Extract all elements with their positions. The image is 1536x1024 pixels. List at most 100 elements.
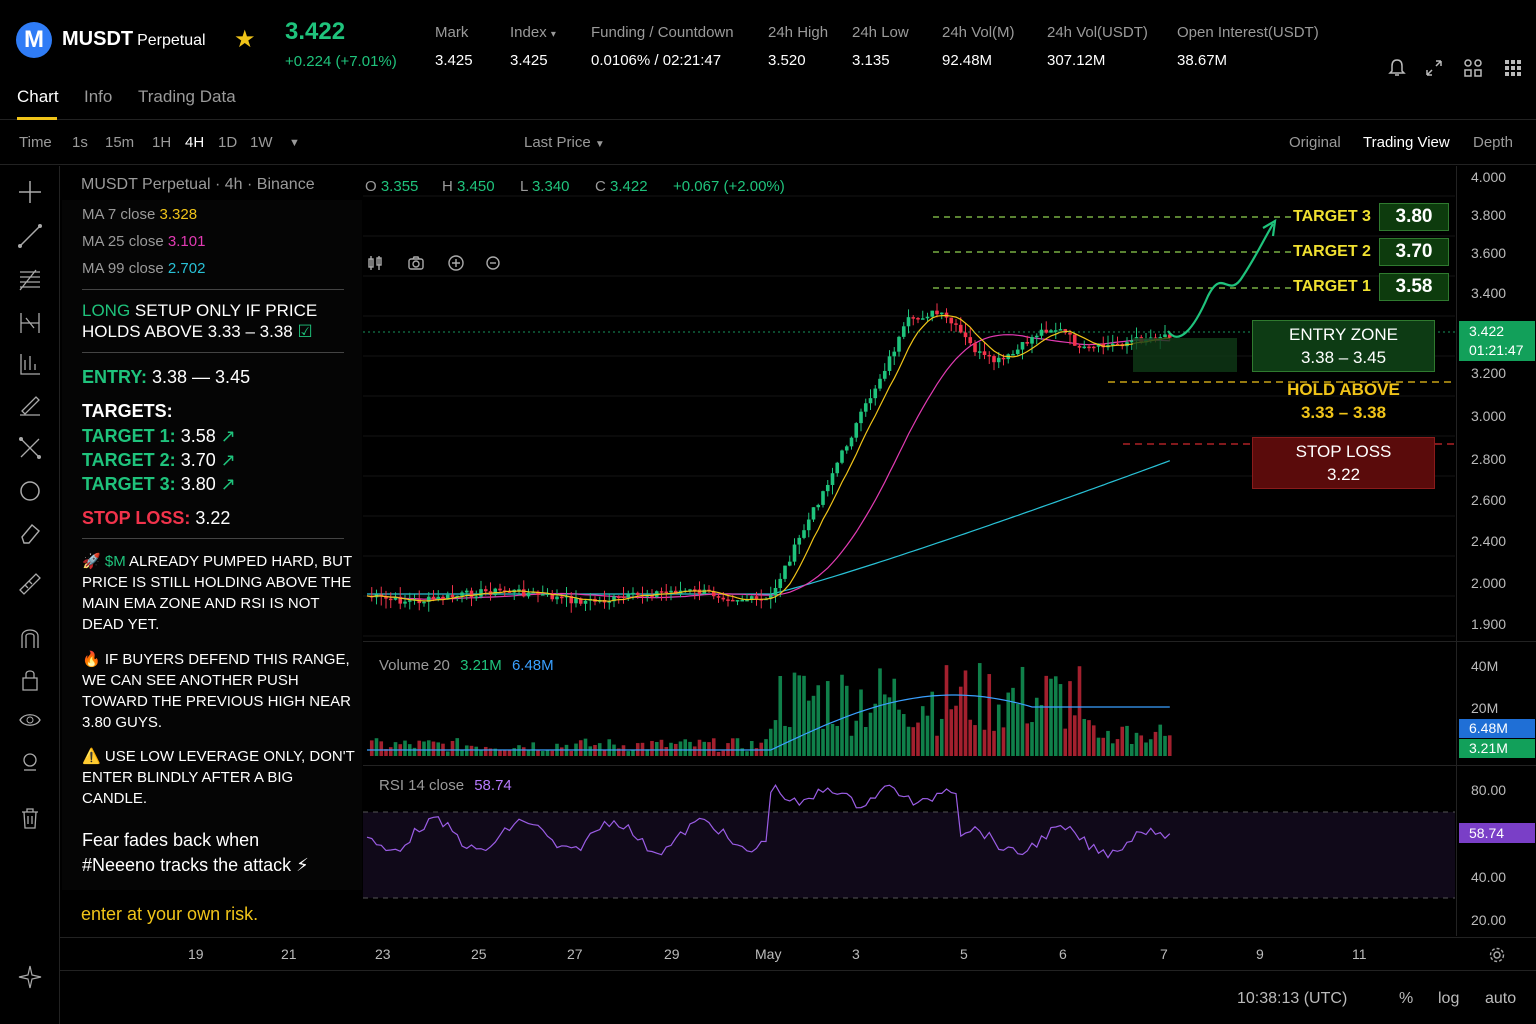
- interval-15m[interactable]: 15m: [105, 134, 135, 151]
- stat-label: Index ▾: [510, 24, 556, 41]
- drawing-toolbar: [0, 166, 60, 1024]
- pane-divider[interactable]: [363, 765, 1536, 766]
- interval-1s[interactable]: 1s: [72, 134, 88, 151]
- view-depth[interactable]: Depth: [1473, 134, 1514, 151]
- time-axis[interactable]: 19 21 23 25 27 29 May 3 5 6 7 9 11: [60, 937, 1536, 971]
- candle-body: [735, 600, 740, 602]
- camera-icon[interactable]: [407, 254, 425, 272]
- view-original[interactable]: Original: [1289, 134, 1341, 151]
- percent-scale-toggle[interactable]: %: [1399, 990, 1414, 1007]
- candle-body: [768, 595, 773, 599]
- tab-info[interactable]: Info: [84, 87, 113, 106]
- volume-bar: [626, 751, 631, 756]
- candle-body: [963, 332, 968, 338]
- divider: [82, 538, 344, 539]
- ruler-icon[interactable]: [16, 570, 44, 598]
- favorite-star-icon[interactable]: ★: [234, 26, 256, 53]
- visibility-icon[interactable]: [16, 748, 44, 776]
- prediction-icon[interactable]: [16, 350, 44, 378]
- volume-bar: [707, 742, 711, 756]
- eraser-icon[interactable]: [16, 519, 44, 547]
- interval-1d[interactable]: 1D: [218, 134, 238, 151]
- settings-gear-icon[interactable]: [1488, 946, 1506, 964]
- pattern-icon[interactable]: [16, 309, 44, 337]
- candles-icon[interactable]: [366, 254, 384, 272]
- note-text: ALREADY PUMPED HARD, BUT PRICE IS STILL …: [82, 553, 352, 633]
- tab-trading-data[interactable]: Trading Data: [138, 87, 236, 106]
- candle-body: [407, 600, 412, 602]
- view-trading-view[interactable]: Trading View: [1363, 134, 1450, 151]
- price-chart[interactable]: [363, 166, 1455, 936]
- interval-4h[interactable]: 4H: [185, 134, 205, 151]
- measure-icon[interactable]: [16, 434, 44, 462]
- volume-bar: [540, 751, 545, 756]
- axis-tick: 3.200: [1471, 365, 1507, 381]
- add-indicator-icon[interactable]: [447, 254, 465, 272]
- axis-tick: 2.600: [1471, 492, 1507, 508]
- rsi-marker: 58.74: [1459, 823, 1535, 843]
- candle-body: [821, 491, 825, 505]
- entry-zone-box: ENTRY ZONE 3.38 – 3.45: [1252, 320, 1435, 372]
- volume-bar: [1063, 728, 1068, 756]
- interval-1h[interactable]: 1H: [152, 134, 172, 151]
- symbol-name[interactable]: MUSDT Perpetual: [62, 28, 206, 51]
- lock-drawing-icon[interactable]: [16, 666, 44, 694]
- candle-body: [426, 596, 431, 602]
- circle-icon[interactable]: [16, 477, 44, 505]
- price-axis[interactable]: 4.000 3.800 3.600 3.400 3.200 3.000 2.80…: [1456, 166, 1536, 936]
- volume-bar: [992, 730, 996, 756]
- candle-body: [792, 544, 797, 562]
- magnet-icon[interactable]: [16, 624, 44, 652]
- utc-clock[interactable]: 10:38:13 (UTC): [1237, 990, 1348, 1007]
- volume-bar: [1034, 697, 1039, 756]
- trend-line-icon[interactable]: [16, 222, 44, 250]
- crosshair-icon[interactable]: [16, 178, 44, 206]
- candle-body: [469, 590, 474, 598]
- candle-body: [996, 357, 1001, 363]
- ohlc-open: O 3.355: [365, 178, 418, 195]
- candlesticks: [369, 303, 1172, 613]
- candle-body: [1087, 346, 1091, 349]
- fib-icon[interactable]: [16, 266, 44, 294]
- projection-path: [1167, 223, 1274, 338]
- trash-icon[interactable]: [16, 804, 44, 832]
- candle-body: [564, 595, 569, 598]
- candle-body: [692, 589, 697, 591]
- log-scale-toggle[interactable]: log: [1438, 990, 1460, 1007]
- volume-bar: [730, 738, 735, 756]
- hide-drawing-icon[interactable]: [16, 706, 44, 734]
- volume-bar: [982, 729, 987, 756]
- auto-scale-toggle[interactable]: auto: [1485, 990, 1517, 1007]
- brush-icon[interactable]: [16, 391, 44, 419]
- target-2-box: 3.70: [1379, 238, 1449, 266]
- stat-index[interactable]: Index ▾ 3.425: [510, 24, 556, 69]
- note-2: 🔥 IF BUYERS DEFEND THIS RANGE, WE CAN SE…: [82, 649, 357, 733]
- entry-zone-range: 3.38 – 3.45: [1300, 348, 1387, 367]
- date-tick: 25: [471, 946, 487, 962]
- target-value: 3.70: [180, 450, 216, 470]
- volume-bar: [1120, 726, 1125, 756]
- grid-icon[interactable]: [1503, 58, 1523, 78]
- candle-body: [906, 317, 911, 327]
- sparkle-icon[interactable]: [16, 963, 44, 991]
- rsi-path: [366, 784, 1171, 859]
- volume-bar: [1158, 724, 1163, 756]
- interval-1w[interactable]: 1W: [250, 134, 273, 151]
- tab-chart[interactable]: Chart: [17, 87, 59, 106]
- compare-icon[interactable]: [485, 255, 501, 271]
- expand-icon[interactable]: [1424, 58, 1444, 78]
- candle-body: [555, 596, 559, 600]
- pane-divider[interactable]: [363, 641, 1536, 642]
- volume-bar: [835, 725, 840, 756]
- slogan-line-2: #Neeeno tracks the attack ⚡: [82, 855, 309, 876]
- candle-body: [398, 596, 403, 604]
- bell-icon[interactable]: [1387, 58, 1407, 78]
- volume-bar: [745, 751, 749, 756]
- price-type-select[interactable]: Last Price ▼: [524, 134, 605, 151]
- interval-dropdown-icon[interactable]: ▼: [289, 137, 300, 149]
- layout-icon[interactable]: [1463, 58, 1483, 78]
- date-tick: 21: [281, 946, 297, 962]
- chart-footer: 10:38:13 (UTC) % log auto: [60, 972, 1536, 1024]
- volume-bar: [1096, 737, 1101, 756]
- ma7-value: 3.328: [159, 206, 198, 223]
